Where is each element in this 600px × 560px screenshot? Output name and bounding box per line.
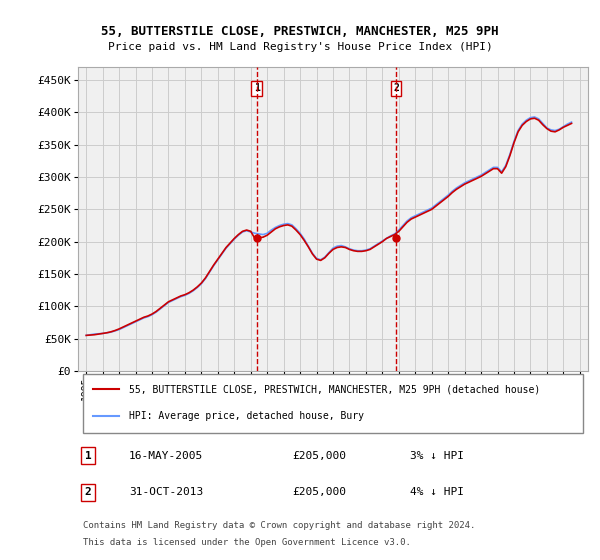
Text: 55, BUTTERSTILE CLOSE, PRESTWICH, MANCHESTER, M25 9PH (detached house): 55, BUTTERSTILE CLOSE, PRESTWICH, MANCHE… [129, 384, 540, 394]
Text: 55, BUTTERSTILE CLOSE, PRESTWICH, MANCHESTER, M25 9PH: 55, BUTTERSTILE CLOSE, PRESTWICH, MANCHE… [101, 25, 499, 38]
Text: 1: 1 [85, 450, 92, 460]
Text: This data is licensed under the Open Government Licence v3.0.: This data is licensed under the Open Gov… [83, 538, 411, 547]
Text: 31-OCT-2013: 31-OCT-2013 [129, 487, 203, 497]
FancyBboxPatch shape [83, 374, 583, 433]
Text: 2: 2 [85, 487, 92, 497]
Text: HPI: Average price, detached house, Bury: HPI: Average price, detached house, Bury [129, 412, 364, 422]
Text: 1: 1 [254, 83, 260, 94]
Text: £205,000: £205,000 [292, 450, 346, 460]
Text: Price paid vs. HM Land Registry's House Price Index (HPI): Price paid vs. HM Land Registry's House … [107, 42, 493, 52]
Text: 16-MAY-2005: 16-MAY-2005 [129, 450, 203, 460]
Text: 2: 2 [393, 83, 399, 94]
Text: 3% ↓ HPI: 3% ↓ HPI [409, 450, 464, 460]
Text: £205,000: £205,000 [292, 487, 346, 497]
Text: Contains HM Land Registry data © Crown copyright and database right 2024.: Contains HM Land Registry data © Crown c… [83, 521, 475, 530]
Text: 4% ↓ HPI: 4% ↓ HPI [409, 487, 464, 497]
